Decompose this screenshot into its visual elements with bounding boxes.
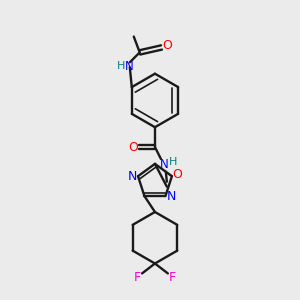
Text: H: H bbox=[117, 61, 125, 71]
Text: F: F bbox=[169, 271, 176, 284]
Text: O: O bbox=[128, 140, 138, 154]
Text: N: N bbox=[167, 190, 176, 202]
Text: O: O bbox=[163, 39, 172, 52]
Text: O: O bbox=[172, 168, 182, 181]
Text: F: F bbox=[134, 271, 141, 284]
Text: N: N bbox=[128, 170, 137, 183]
Text: N: N bbox=[160, 158, 168, 171]
Text: N: N bbox=[124, 60, 133, 73]
Text: H: H bbox=[169, 157, 177, 167]
